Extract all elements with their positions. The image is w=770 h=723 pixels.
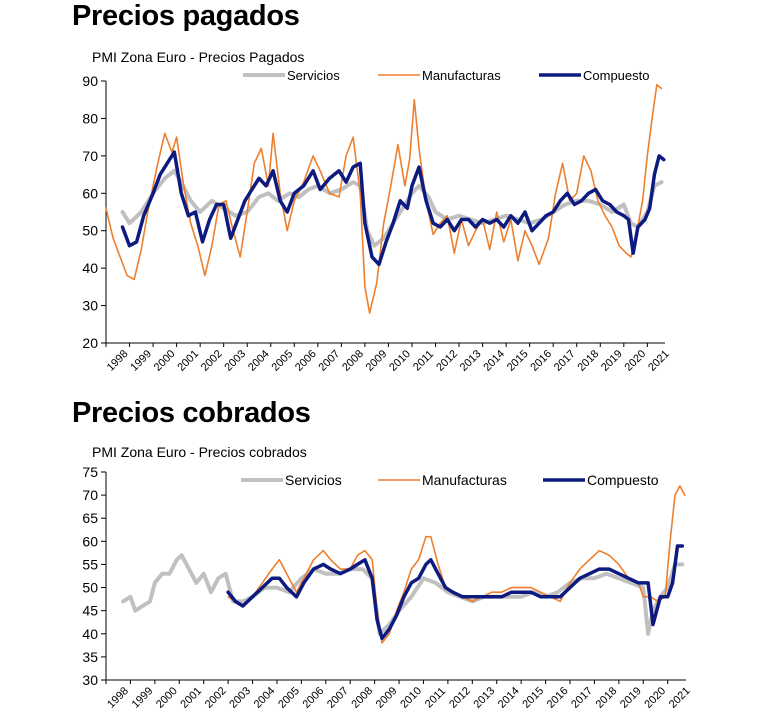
x-tick-label: 2012 [434,348,460,374]
y-tick-label: 80 [82,110,98,126]
x-tick-label: 2003 [227,685,253,711]
x-tick-label: 2021 [646,348,672,374]
x-tick-label: 2017 [569,685,595,711]
y-tick-label: 45 [82,603,98,619]
x-tick-label: 1998 [105,348,131,374]
y-tick-label: 65 [82,510,98,526]
y-tick-label: 30 [82,298,98,314]
y-tick-label: 50 [82,580,98,596]
x-tick-label: 2000 [154,685,180,711]
x-tick-label: 2009 [374,685,400,711]
x-tick-label: 2005 [276,685,302,711]
x-tick-label: 1999 [128,348,154,374]
x-tick-label: 2009 [364,348,390,374]
y-tick-label: 50 [82,223,98,239]
y-tick-label: 70 [82,487,98,503]
x-tick-label: 2000 [152,348,178,374]
x-tick-label: 2017 [552,348,578,374]
x-tick-label: 2001 [178,685,204,711]
legend-label-compuesto: Compuesto [583,68,649,83]
x-tick-label: 2010 [398,685,424,711]
chart-precios-cobrados: PMI Zona Euro - Precios cobrados 30 35 40 45… [82,444,693,711]
y-tick-label: 20 [82,335,98,351]
x-tick-label: 2015 [505,348,531,374]
page-title-precios-cobrados: Precios cobrados [72,397,311,429]
x-tick-label: 2018 [575,348,601,374]
x-tick-label: 2016 [545,685,571,711]
x-tick-label: 2021 [667,685,693,711]
legend-label-manufacturas: Manufacturas [422,68,501,83]
legend-label-manufacturas: Manufacturas [422,472,507,488]
y-tick-label: 75 [82,464,98,480]
x-tick-label: 1998 [105,685,131,711]
x-tick-label: 2014 [481,348,507,374]
legend-label-servicios: Servicios [287,68,340,83]
x-tick-label: 2006 [293,348,319,374]
x-tick-label: 2019 [618,685,644,711]
x-tick-label: 2003 [222,348,248,374]
x-tick-label: 2006 [301,685,327,711]
x-tick-label: 2008 [349,685,375,711]
x-tick-label: 2001 [175,348,201,374]
y-tick-label: 70 [82,148,98,164]
series-line-manufacturas [227,485,686,644]
x-tick-label: 2015 [520,685,546,711]
x-tick-label: 2019 [599,348,625,374]
x-tick-label: 1999 [130,685,156,711]
y-tick-label: 35 [82,649,98,665]
x-tick-label: 2004 [252,685,278,711]
chart-title: PMI Zona Euro - Precios Pagados [92,49,304,65]
x-tick-label: 2013 [472,685,498,711]
x-tick-label: 2014 [496,685,522,711]
x-tick-label: 2018 [594,685,620,711]
x-tick-label: 2011 [411,348,436,373]
y-tick-label: 40 [82,626,98,642]
series-line-manufacturas [105,83,663,314]
series-line-compuesto [226,544,685,641]
legend-label-compuesto: Compuesto [587,472,659,488]
x-tick-label: 2016 [528,348,554,374]
x-tick-label: 2011 [423,685,448,710]
page-title-precios-pagados: Precios pagados [72,0,300,32]
series-line-compuesto [120,150,666,267]
x-tick-label: 2007 [317,348,343,374]
x-tick-label: 2005 [270,348,296,374]
y-tick-label: 90 [82,73,98,89]
x-tick-label: 2020 [642,685,668,711]
x-tick-label: 2010 [387,348,413,374]
x-tick-label: 2007 [325,685,351,711]
x-tick-label: 2002 [203,685,229,711]
y-tick-label: 30 [82,672,98,688]
y-tick-label: 60 [82,533,98,549]
legend-label-servicios: Servicios [285,472,342,488]
x-tick-label: 2002 [199,348,225,374]
chart-title: PMI Zona Euro - Precios cobrados [92,444,307,460]
x-tick-label: 2013 [458,348,484,374]
y-tick-label: 60 [82,185,98,201]
chart-precios-pagados: PMI Zona Euro - Precios Pagados 20 30 40 50 6… [82,49,672,374]
y-tick-label: 40 [82,260,98,276]
y-tick-label: 55 [82,556,98,572]
x-tick-label: 2020 [623,348,649,374]
x-tick-label: 2004 [246,348,272,374]
x-tick-label: 2008 [340,348,366,374]
x-tick-label: 2012 [447,685,473,711]
